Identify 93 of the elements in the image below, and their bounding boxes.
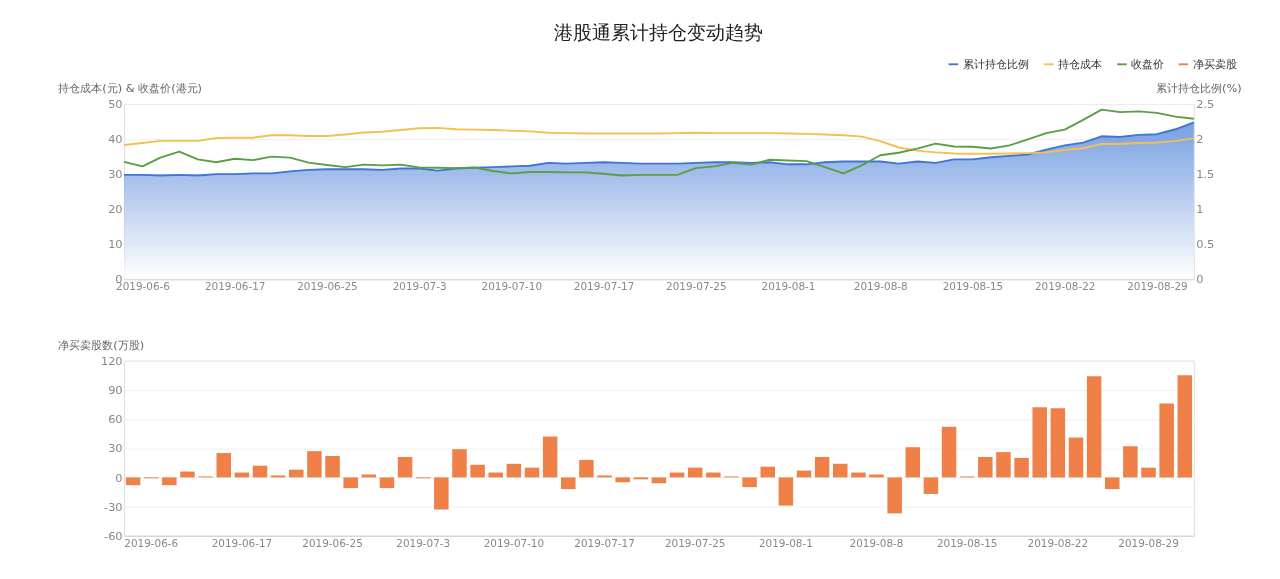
bar xyxy=(941,426,957,478)
bar xyxy=(1086,376,1102,478)
bar xyxy=(1123,446,1138,478)
bar xyxy=(996,452,1011,478)
y2-tick-label: 1 xyxy=(1196,202,1204,217)
bar xyxy=(1068,437,1084,478)
bar xyxy=(905,447,921,478)
x-tick-label: 2019-06-25 xyxy=(297,280,358,293)
y-tick-label: 90 xyxy=(108,383,123,398)
x-tick-label: 2019-07-17 xyxy=(573,280,635,293)
bar xyxy=(814,456,830,478)
x-tick-label: 2019-08-22 xyxy=(1034,280,1096,293)
x-tick-label: 2019-06-6 xyxy=(124,536,179,549)
y2-axis-title: 累计持仓比例(%) xyxy=(1155,81,1242,96)
x-tick-label: 2019-08-1 xyxy=(761,280,816,293)
y-tick-label: 40 xyxy=(108,132,123,147)
y-tick-label: 30 xyxy=(108,441,123,456)
bar xyxy=(542,436,558,478)
bar xyxy=(470,464,485,478)
x-tick-label: 2019-08-8 xyxy=(849,536,904,549)
bar xyxy=(978,456,993,478)
y2-tick-label: 1.5 xyxy=(1196,167,1215,182)
bar xyxy=(397,456,413,478)
bar xyxy=(579,459,594,478)
bar xyxy=(252,465,268,478)
bar xyxy=(760,466,775,478)
bar xyxy=(561,477,576,490)
bar xyxy=(343,477,358,489)
y2-tick-label: 2.5 xyxy=(1196,97,1215,112)
x-tick-label: 2019-07-25 xyxy=(666,280,727,293)
bar xyxy=(452,449,467,478)
bar xyxy=(506,463,522,478)
legend-label: 持仓成本 xyxy=(1058,57,1103,72)
x-tick-label: 2019-07-3 xyxy=(396,536,451,549)
x-tick-label: 2019-08-15 xyxy=(936,536,998,549)
bar xyxy=(923,477,939,494)
y-tick-label: 0 xyxy=(115,470,123,485)
y2-tick-label: 0 xyxy=(1196,272,1204,287)
y2-tick-label: 0.5 xyxy=(1196,237,1215,252)
y-tick-label: -30 xyxy=(104,499,123,514)
x-tick-label: 2019-08-29 xyxy=(1118,536,1179,549)
x-tick-label: 2019-07-3 xyxy=(392,280,447,293)
y-axis-title: 净买卖股数(万股) xyxy=(58,337,145,352)
bar xyxy=(434,477,449,510)
y-tick-label: 60 xyxy=(108,412,123,427)
x-tick-label: 2019-07-10 xyxy=(481,280,543,293)
legend-label: 累计持仓比例 xyxy=(962,57,1029,72)
bar xyxy=(1050,408,1066,478)
bar xyxy=(615,477,630,483)
bar xyxy=(307,451,322,478)
bar xyxy=(361,474,377,478)
bar xyxy=(1014,457,1029,478)
y-tick-label: 20 xyxy=(108,202,123,217)
bar xyxy=(1032,407,1047,478)
y-tick-label: 30 xyxy=(108,167,123,182)
y-tick-label: 50 xyxy=(108,97,123,112)
bar xyxy=(379,477,395,489)
bar xyxy=(742,477,757,488)
x-tick-label: 2019-06-17 xyxy=(204,280,266,293)
x-tick-label: 2019-06-25 xyxy=(302,536,363,549)
bar xyxy=(833,463,848,478)
bar xyxy=(216,453,232,478)
x-tick-label: 2019-08-22 xyxy=(1027,536,1089,549)
y-axis-title: 持仓成本(元) & 收盘价(港元) xyxy=(58,81,203,96)
y-tick-label: 10 xyxy=(108,237,123,252)
bar xyxy=(887,477,902,514)
x-tick-label: 2019-08-29 xyxy=(1127,280,1188,293)
bar xyxy=(125,477,141,486)
legend-label: 收盘价 xyxy=(1131,57,1165,72)
bar xyxy=(1177,375,1193,478)
x-tick-label: 2019-08-8 xyxy=(853,280,908,293)
x-tick-label: 2019-08-15 xyxy=(942,280,1004,293)
chart-title: 港股通累计持仓变动趋势 xyxy=(554,20,764,43)
text: 净买卖股 xyxy=(1192,57,1237,72)
x-tick-label: 2019-07-17 xyxy=(574,536,635,549)
y-tick-label: -60 xyxy=(104,529,123,544)
x-tick-label: 2019-07-10 xyxy=(483,536,545,549)
y-tick-label: 120 xyxy=(100,353,123,368)
bar xyxy=(162,477,177,486)
bar xyxy=(651,477,667,484)
bar xyxy=(1105,477,1120,490)
y2-tick-label: 2 xyxy=(1196,132,1204,147)
bar xyxy=(1141,467,1156,478)
line-series xyxy=(123,108,1195,177)
bar xyxy=(1159,403,1174,478)
line-series xyxy=(123,126,1195,155)
x-tick-label: 2019-08-1 xyxy=(758,536,813,549)
bar xyxy=(325,455,340,478)
bar xyxy=(289,469,304,478)
bar xyxy=(778,477,794,506)
x-tick-label: 2019-06-17 xyxy=(211,536,273,549)
x-tick-label: 2019-07-25 xyxy=(664,536,726,549)
bar xyxy=(869,474,884,478)
